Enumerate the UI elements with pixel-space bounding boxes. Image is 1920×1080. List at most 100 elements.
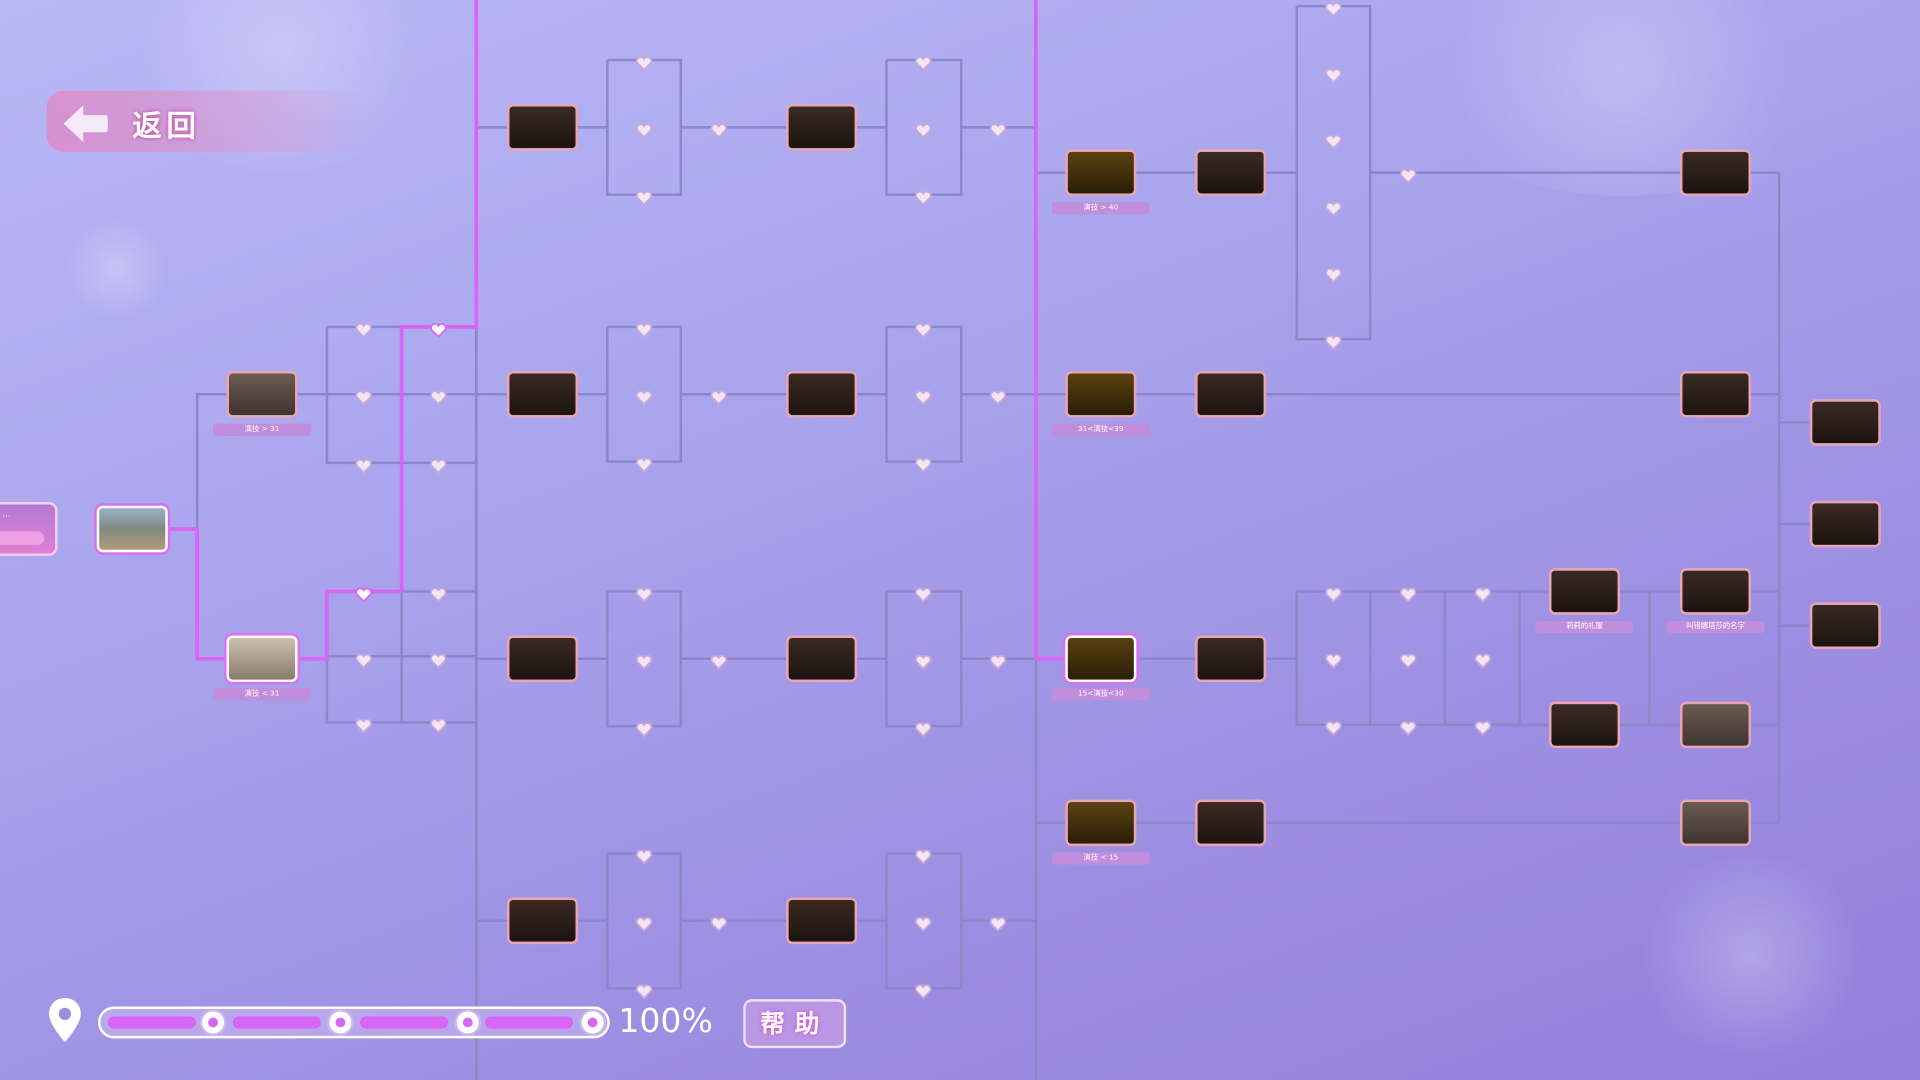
scene-node[interactable] bbox=[1548, 701, 1621, 749]
heart-icon bbox=[430, 650, 447, 669]
heart-icon bbox=[915, 187, 932, 206]
path-line bbox=[885, 58, 963, 196]
heart-icon bbox=[1325, 131, 1342, 150]
scene-title-label: 叫错娜塔莎的名字 bbox=[1666, 620, 1765, 634]
heart-icon bbox=[915, 913, 932, 932]
progress-checkpoint[interactable] bbox=[326, 1008, 354, 1036]
condition-label: 演技 > 31 bbox=[213, 423, 312, 436]
heart-icon bbox=[1325, 198, 1342, 217]
chapter-card[interactable]: ... bbox=[0, 502, 58, 556]
progress-segment bbox=[107, 1016, 196, 1029]
scene-node[interactable] bbox=[1809, 602, 1881, 649]
scene-node[interactable] bbox=[506, 104, 578, 151]
heart-icon bbox=[355, 387, 372, 406]
condition-label: 演技 < 15 bbox=[1051, 852, 1150, 865]
scene-node[interactable] bbox=[786, 635, 858, 683]
scene-node[interactable] bbox=[1809, 500, 1881, 548]
scene-node[interactable] bbox=[786, 104, 858, 151]
heart-icon bbox=[915, 320, 932, 339]
heart-icon bbox=[915, 981, 932, 1000]
condition-label: 31<演技<39 bbox=[1051, 423, 1150, 436]
heart-icon bbox=[430, 387, 447, 406]
heart-icon bbox=[710, 651, 727, 670]
heart-icon bbox=[635, 187, 653, 206]
heart-icon bbox=[355, 715, 372, 734]
heart-icon bbox=[635, 584, 653, 603]
back-arrow-icon bbox=[63, 105, 108, 143]
heart-icon bbox=[1325, 0, 1342, 18]
heart-icon bbox=[1325, 264, 1342, 283]
heart-icon bbox=[989, 651, 1007, 670]
heart-icon bbox=[915, 719, 932, 738]
heart-icon bbox=[1325, 65, 1342, 84]
heart-icon bbox=[430, 715, 447, 734]
heart-icon bbox=[1474, 718, 1492, 736]
path-line bbox=[885, 325, 963, 463]
heart-icon bbox=[1399, 165, 1417, 184]
chapter-card-bar bbox=[0, 531, 45, 545]
scene-node[interactable] bbox=[1065, 371, 1137, 418]
heart-icon bbox=[635, 454, 653, 473]
scene-node[interactable] bbox=[786, 371, 858, 418]
heart-icon bbox=[355, 456, 372, 474]
scene-node[interactable] bbox=[1680, 568, 1752, 615]
chapter-card-title: ... bbox=[2, 509, 11, 520]
scene-node[interactable] bbox=[506, 371, 578, 418]
scene-node-start[interactable] bbox=[96, 505, 168, 553]
heart-icon bbox=[635, 719, 653, 738]
heart-icon bbox=[635, 320, 653, 339]
help-button[interactable]: 帮助 bbox=[743, 999, 847, 1049]
heart-icon bbox=[1399, 584, 1417, 603]
scene-node[interactable] bbox=[786, 897, 858, 945]
path-line bbox=[606, 852, 683, 990]
heart-icon bbox=[915, 584, 932, 603]
scene-node[interactable] bbox=[1680, 371, 1752, 418]
scene-node[interactable] bbox=[1548, 568, 1621, 615]
active-path-line bbox=[166, 527, 228, 661]
scene-node[interactable] bbox=[1680, 701, 1752, 749]
progress-checkpoint[interactable] bbox=[199, 1008, 227, 1036]
active-path-line bbox=[296, 0, 479, 661]
heart-icon bbox=[635, 651, 653, 670]
condition-label: 演技 < 31 bbox=[213, 688, 312, 701]
heart-icon bbox=[915, 846, 932, 865]
scene-node[interactable] bbox=[1680, 799, 1752, 847]
back-button[interactable]: 返回 bbox=[46, 90, 365, 152]
scene-node[interactable] bbox=[1195, 149, 1267, 196]
heart-icon bbox=[635, 913, 653, 932]
progress-checkpoint[interactable] bbox=[579, 1008, 607, 1036]
progress-checkpoint[interactable] bbox=[454, 1008, 482, 1036]
heart-icon bbox=[915, 651, 932, 670]
progress-segment bbox=[360, 1016, 449, 1029]
progress-percent: 100% bbox=[618, 1002, 713, 1041]
heart-icon bbox=[635, 387, 653, 406]
scene-node[interactable] bbox=[506, 897, 578, 945]
heart-icon bbox=[1325, 718, 1342, 736]
back-label: 返回 bbox=[132, 108, 201, 144]
path-line bbox=[1295, 4, 1372, 341]
scene-node[interactable] bbox=[1195, 799, 1267, 847]
heart-icon bbox=[989, 387, 1007, 406]
scene-node[interactable] bbox=[1680, 149, 1752, 196]
scene-node-current[interactable] bbox=[1065, 635, 1137, 683]
heart-icon bbox=[915, 454, 932, 473]
scene-node[interactable] bbox=[1065, 799, 1137, 847]
heart-icon bbox=[355, 650, 372, 669]
active-path-line bbox=[1034, 0, 1066, 661]
scene-node[interactable] bbox=[1195, 635, 1267, 683]
scene-node[interactable] bbox=[1195, 371, 1267, 418]
scene-node-current[interactable] bbox=[226, 635, 298, 683]
heart-icon bbox=[635, 981, 653, 1000]
path-line bbox=[606, 590, 683, 728]
heart-icon bbox=[430, 584, 447, 603]
scene-node[interactable] bbox=[506, 635, 578, 683]
progress-track[interactable] bbox=[97, 1006, 610, 1039]
scene-node[interactable] bbox=[226, 371, 298, 418]
scene-node[interactable] bbox=[1065, 149, 1137, 196]
path-line bbox=[606, 325, 683, 463]
heart-icon bbox=[635, 53, 653, 72]
scene-node[interactable] bbox=[1809, 399, 1881, 446]
heart-icon bbox=[915, 387, 932, 406]
heart-icon bbox=[710, 913, 727, 932]
